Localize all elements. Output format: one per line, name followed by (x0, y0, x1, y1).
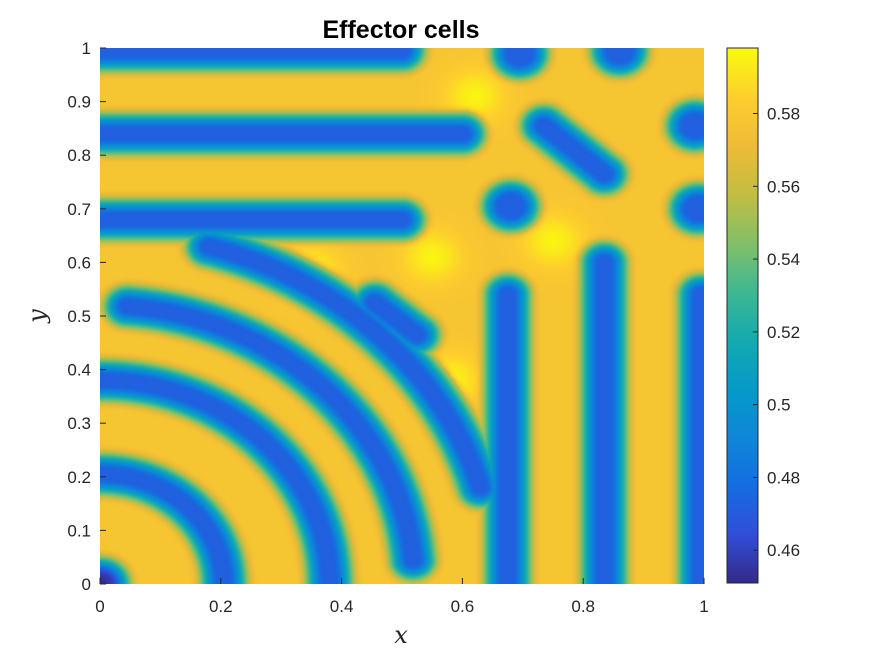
colorbar-tick-label: 0.48 (767, 468, 800, 487)
colorbar-tick-label: 0.54 (767, 250, 800, 269)
colorbar-gradient (727, 48, 758, 583)
x-tick-label: 0.4 (330, 597, 354, 616)
y-tick-label: 0.5 (67, 307, 91, 326)
x-axis-label: x (394, 621, 408, 649)
y-tick-label: 1 (82, 39, 91, 58)
colorbar-frame (726, 47, 759, 584)
colorbar-tick-label: 0.5 (767, 396, 791, 415)
x-tick-label: 0 (95, 597, 104, 616)
y-axis-ticks: 0 0.1 0.2 0.3 0.4 0.5 0.6 0.7 0.8 0.9 1 (67, 39, 106, 594)
heatmap-layer (100, 48, 704, 584)
y-tick-label: 0.7 (67, 200, 91, 219)
y-tick-label: 0.8 (67, 146, 91, 165)
chart-title: Effector cells (322, 16, 479, 44)
y-tick-label: 0.3 (67, 414, 91, 433)
colorbar-tick-label: 0.52 (767, 323, 800, 342)
colorbar: 0.46 0.48 0.5 0.52 0.54 0.56 0.58 (726, 47, 800, 584)
y-tick-label: 0.6 (67, 253, 91, 272)
heatmap-canvas (100, 48, 704, 584)
y-tick-label: 0.4 (67, 361, 91, 380)
colorbar-ticks: 0.46 0.48 0.5 0.52 0.54 0.56 0.58 (753, 105, 800, 560)
y-tick-label: 0.1 (67, 521, 91, 540)
y-tick-label: 0.9 (67, 93, 91, 112)
y-axis-label: y (23, 309, 51, 324)
x-axis-ticks: 0 0.2 0.4 0.6 0.8 1 (95, 578, 709, 616)
colorbar-tick-label: 0.58 (767, 105, 800, 124)
colorbar-tick-label: 0.46 (767, 541, 800, 560)
x-tick-label: 0.6 (451, 597, 475, 616)
y-tick-label: 0 (82, 575, 91, 594)
x-tick-label: 0.8 (571, 597, 595, 616)
x-tick-label: 1 (699, 597, 708, 616)
x-tick-label: 0.2 (209, 597, 233, 616)
colorbar-tick-label: 0.56 (767, 177, 800, 196)
y-tick-label: 0.2 (67, 468, 91, 487)
